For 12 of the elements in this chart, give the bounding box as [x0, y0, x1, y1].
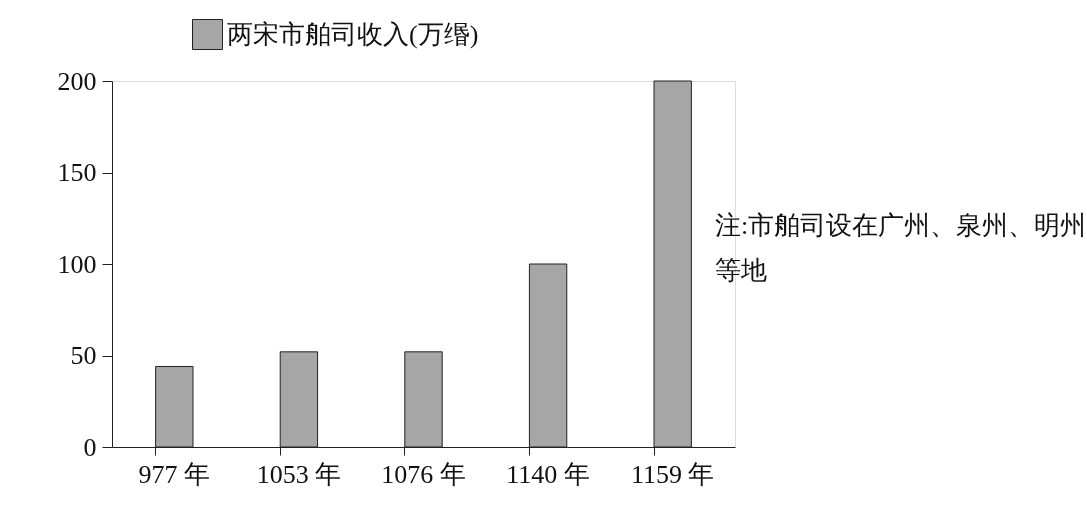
x-tick-label: 1159 年 — [630, 459, 715, 489]
x-tick-label: 1053 年 — [256, 459, 342, 489]
y-tick-label: 150 — [57, 158, 97, 187]
y-tick-label: 50 — [70, 341, 97, 370]
y-tick-label: 100 — [57, 249, 97, 279]
annotation: 注:市舶司设在广州、泉州、明州等地 — [715, 211, 1087, 285]
y-tick-label: 0 — [83, 432, 97, 462]
x-tick-label: 977 年 — [138, 459, 211, 489]
legend-label: 两宋市舶司收入(万缗) — [227, 19, 479, 49]
x-tick-label: 1140 年 — [506, 459, 590, 489]
x-tick-label: 1076 年 — [381, 459, 466, 489]
y-tick-label: 200 — [57, 66, 97, 96]
